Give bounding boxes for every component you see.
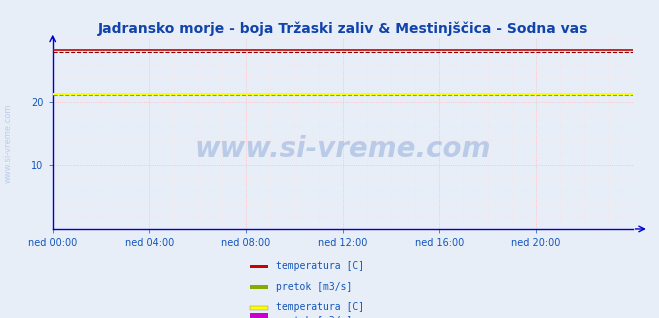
FancyBboxPatch shape	[250, 306, 268, 310]
Title: Jadransko morje - boja Tržaski zaliv & Mestinjščica - Sodna vas: Jadransko morje - boja Tržaski zaliv & M…	[98, 21, 588, 36]
Text: pretok [m3/s]: pretok [m3/s]	[276, 281, 353, 292]
FancyBboxPatch shape	[250, 313, 268, 318]
Text: temperatura [C]: temperatura [C]	[276, 261, 364, 271]
FancyBboxPatch shape	[250, 285, 268, 289]
Text: pretok [m3/s]: pretok [m3/s]	[276, 316, 353, 318]
Text: temperatura [C]: temperatura [C]	[276, 302, 364, 312]
Text: www.si-vreme.com: www.si-vreme.com	[194, 135, 491, 163]
Text: www.si-vreme.com: www.si-vreme.com	[3, 103, 13, 183]
FancyBboxPatch shape	[250, 265, 268, 268]
